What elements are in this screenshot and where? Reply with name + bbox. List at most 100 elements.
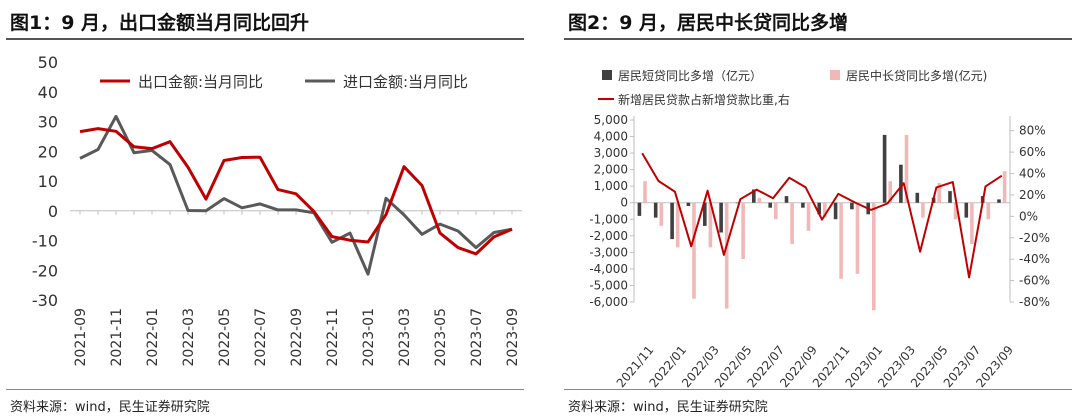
long-loan-bar <box>724 202 729 309</box>
long-loan-bar <box>921 202 925 218</box>
long-loan-bar <box>823 202 827 218</box>
y-tick-label: 50 <box>38 53 58 72</box>
y-tick-label: 5,000 <box>594 113 628 127</box>
y-tick-label: 40 <box>38 83 58 102</box>
x-tick-label: 2023-09 <box>505 308 521 367</box>
y2-tick-label: -80% <box>1019 295 1050 309</box>
chart-2-title: 图2：9 月，居民中长贷同比多增 <box>568 12 849 34</box>
short-loan-bar <box>703 202 707 226</box>
x-tick-label: 2023-01 <box>361 308 377 367</box>
y-tick-label: -4,000 <box>589 262 628 276</box>
long-loan-bar <box>708 202 713 248</box>
title-rule-2 <box>564 38 1072 40</box>
long-loan-bar <box>643 181 647 203</box>
y2-tick-label: 60% <box>1019 145 1046 159</box>
y-tick-label: 0 <box>620 196 628 210</box>
chart-2-source: 资料来源：wind，民生证券研究院 <box>568 400 768 415</box>
long-loan-bar <box>986 202 991 220</box>
import-yoy-line <box>79 114 513 276</box>
x-tick-label: 2023-03 <box>397 308 413 367</box>
legend-long-loan-swatch <box>830 70 840 80</box>
household-loan-share-line <box>641 152 1003 279</box>
long-loan-bar <box>659 202 664 226</box>
long-loan-bar <box>774 202 778 220</box>
y-tick-label: 30 <box>38 113 58 132</box>
legend-short-loan-swatch <box>602 70 612 80</box>
export-yoy-line <box>79 127 513 256</box>
short-loan-bar <box>784 196 789 203</box>
short-loan-bar <box>817 202 821 215</box>
y-tick-label: 4,000 <box>594 130 628 144</box>
short-loan-bar <box>964 202 969 218</box>
y-tick-label: 20 <box>38 142 58 161</box>
long-loan-bar <box>953 202 958 220</box>
y-tick-label: 1,000 <box>594 179 628 193</box>
x-tick-label: 2022-01 <box>145 308 161 367</box>
short-loan-bar <box>719 202 723 233</box>
footer-rule-2 <box>564 389 1072 390</box>
y-tick-label: -2,000 <box>589 229 628 243</box>
short-loan-bar <box>915 192 920 203</box>
legend-share-label: 新增居民贷款占新增贷款比重,右 <box>618 92 790 107</box>
long-loan-bar <box>872 202 876 311</box>
short-loan-bar <box>735 202 740 204</box>
y-tick-label: -5,000 <box>589 278 628 292</box>
long-loan-bar <box>839 202 843 279</box>
y-tick-label: -1,000 <box>589 212 628 226</box>
short-loan-bar <box>948 191 952 203</box>
long-loan-bar <box>790 202 794 245</box>
short-loan-bar <box>637 202 642 216</box>
y-tick-label: -6,000 <box>589 295 628 309</box>
x-tick-label: 2022-09 <box>289 308 305 367</box>
long-loan-bar <box>970 202 974 245</box>
short-loan-bar <box>686 202 691 206</box>
long-loan-bar <box>757 197 762 203</box>
legend-long-loan-label: 居民中长贷同比多增(亿元) <box>846 68 987 83</box>
short-loan-bar <box>882 134 887 203</box>
x-tick-label: 2021-09 <box>73 308 89 367</box>
short-loan-bar <box>801 202 805 208</box>
x-tick-label: 2021-11 <box>109 308 125 367</box>
chart-1-title: 图1：9 月，出口金额当月同比回升 <box>10 12 310 34</box>
short-loan-bar <box>653 202 658 218</box>
long-loan-bar <box>888 181 892 203</box>
footer-rule-1 <box>6 389 524 390</box>
y2-tick-label: -20% <box>1019 231 1050 245</box>
legend-short-loan-label: 居民短贷同比多增（亿元） <box>618 68 762 83</box>
long-loan-bar <box>806 202 811 231</box>
y2-tick-label: 0% <box>1019 209 1038 223</box>
long-loan-bar <box>1002 171 1007 203</box>
long-loan-bar <box>937 182 941 203</box>
y-tick-label: -30 <box>32 291 58 310</box>
y-tick-label: 2,000 <box>594 163 628 177</box>
y2-tick-label: 20% <box>1019 188 1046 202</box>
y-tick-label: -10 <box>32 232 58 251</box>
y2-tick-label: 80% <box>1019 124 1046 138</box>
y-tick-label: 3,000 <box>594 146 628 160</box>
y2-tick-label: 40% <box>1019 167 1046 181</box>
chart-1-source: 资料来源：wind，民生证券研究院 <box>10 400 210 415</box>
legend-export-label: 出口金额:当月同比 <box>138 73 263 91</box>
y-tick-label: 10 <box>38 172 58 191</box>
x-tick-label: 2023-05 <box>433 308 449 367</box>
short-loan-bar <box>768 202 772 208</box>
title-rule-1 <box>6 38 524 40</box>
short-loan-bar <box>850 202 854 210</box>
long-loan-bar <box>904 134 909 203</box>
short-loan-bar <box>899 164 903 203</box>
short-loan-bar <box>670 202 674 240</box>
y2-tick-label: -60% <box>1019 274 1050 288</box>
chart-panel-1: 图1：9 月，出口金额当月同比回升 -30 -20 -10 0 10 20 30 40 50 20… <box>0 0 530 419</box>
x-tick-label: 2022-07 <box>253 308 269 367</box>
chart-panel-2: 图2：9 月，居民中长贷同比多增 -6,000 -5,000 -4,000 -3,00… <box>558 0 1080 419</box>
y-tick-label: -20 <box>32 261 58 280</box>
long-loan-bar <box>675 202 680 248</box>
short-loan-bar <box>997 199 1001 203</box>
long-loan-bar <box>741 202 745 259</box>
y-tick-label: 0 <box>48 202 58 221</box>
export-import-line-chart: -30 -20 -10 0 10 20 30 40 50 2021-09 2021-11 2022-0… <box>32 53 522 367</box>
legend-import-label: 进口金额:当月同比 <box>343 73 468 91</box>
short-loan-bar <box>752 189 756 203</box>
x-tick-label: 2022-05 <box>217 308 233 367</box>
x-tick-label: 2022-03 <box>181 308 197 367</box>
